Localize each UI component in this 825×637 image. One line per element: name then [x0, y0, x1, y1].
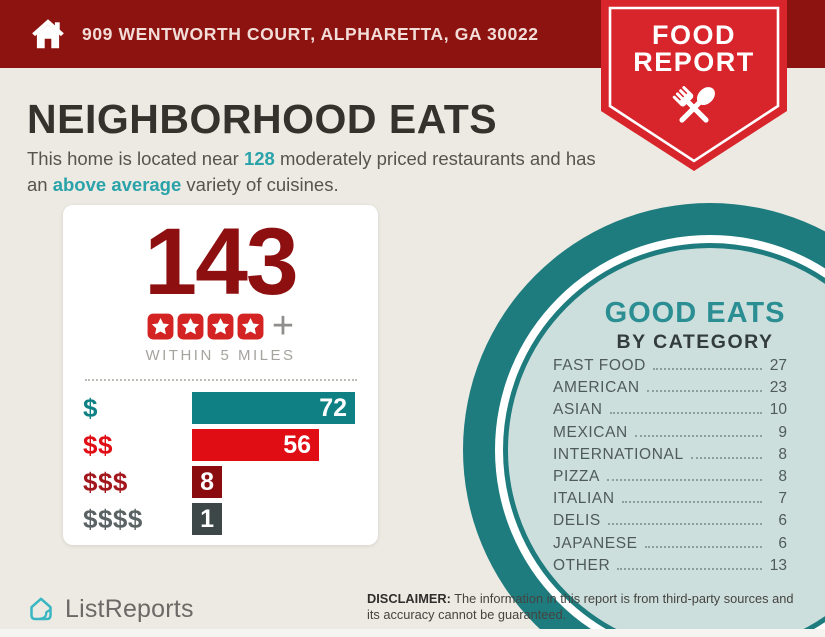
dotted-leader — [644, 545, 762, 548]
dotted-leader — [609, 412, 762, 415]
category-row: DELIS 6 — [553, 512, 787, 534]
good-eats-heading: GOOD EATS BY CATEGORY — [545, 297, 825, 354]
good-eats-subtitle: BY CATEGORY — [616, 331, 774, 353]
listreports-brand: ListReports — [26, 594, 194, 624]
price-bar-value: 8 — [200, 467, 214, 496]
dotted-leader — [621, 501, 762, 504]
category-label: INTERNATIONAL — [553, 445, 684, 463]
price-bar: 8 — [192, 466, 222, 498]
dotted-leader — [606, 478, 762, 481]
bottom-strip — [0, 629, 825, 637]
category-label: ITALIAN — [553, 490, 615, 508]
category-value: 6 — [778, 512, 787, 530]
category-value: 27 — [769, 357, 787, 374]
category-value: 13 — [769, 556, 787, 574]
price-tier-label: $$ — [83, 429, 113, 460]
dotted-leader — [634, 434, 762, 437]
good-eats-title: GOOD EATS — [604, 297, 786, 329]
category-label: DELIS — [553, 512, 601, 530]
category-row: INTERNATIONAL 8 — [553, 446, 787, 468]
category-value: 23 — [769, 379, 787, 397]
price-bar: 1 — [192, 503, 222, 535]
dotted-leader — [646, 390, 762, 393]
ribbon-shape — [601, 0, 787, 171]
category-label: JAPANESE — [553, 534, 638, 552]
price-bar: 56 — [192, 429, 319, 461]
category-label: AMERICAN — [553, 379, 640, 397]
category-list: FAST FOOD 27 AMERICAN 23 ASIAN 10 MEXICA… — [553, 357, 787, 579]
category-row: OTHER 13 — [553, 557, 787, 579]
category-row: AMERICAN 23 — [553, 379, 787, 401]
category-label: PIZZA — [553, 467, 600, 485]
dotted-leader — [652, 368, 762, 370]
category-row: FAST FOOD 27 — [553, 357, 787, 379]
rating-stars — [147, 313, 264, 340]
category-label: ASIAN — [553, 401, 603, 419]
listreports-house-icon — [30, 597, 52, 621]
price-tier-label: $ — [83, 392, 98, 423]
rating-row: + — [63, 305, 378, 347]
total-restaurants: 143 — [144, 209, 299, 315]
category-value: 8 — [778, 445, 787, 463]
price-bar: 72 — [192, 392, 355, 424]
category-value: 10 — [769, 401, 787, 419]
dotted-leader — [617, 567, 762, 570]
star-icon — [147, 313, 174, 340]
divider — [84, 379, 357, 381]
category-value: 8 — [778, 467, 787, 485]
category-label: OTHER — [553, 556, 611, 574]
category-value: 9 — [778, 423, 787, 441]
price-tier-label: $$$ — [83, 466, 128, 497]
category-row: PIZZA 8 — [553, 468, 787, 490]
category-label: FAST FOOD — [553, 357, 646, 374]
badge-title-line2: REPORT — [633, 47, 755, 77]
page-title: NEIGHBORHOOD EATS — [27, 96, 498, 142]
price-bars: $ 72 $$ 56 $$$ 8 $$$$ 1 — [63, 392, 378, 535]
star-icon — [237, 313, 264, 340]
category-value: 6 — [778, 534, 787, 552]
category-row: ASIAN 10 — [553, 401, 787, 423]
variety-highlight: above average — [52, 174, 182, 196]
rating-plus: + — [271, 305, 295, 347]
price-bar-value: 1 — [200, 504, 214, 533]
disclaimer: DISCLAIMER: The information in this repo… — [367, 591, 801, 624]
property-address: 909 WENTWORTH COURT, ALPHARETTA, GA 3002… — [82, 23, 539, 44]
dotted-leader — [607, 523, 762, 526]
stats-card: 143 + WITHIN 5 MILES $ 72 $$ — [63, 205, 378, 545]
price-bar-value: 72 — [319, 393, 347, 422]
crossed-spoon-fork-icon — [672, 86, 715, 123]
intro-pre: This home is located near — [27, 148, 244, 169]
disclaimer-text: The information in this report is from t… — [367, 591, 794, 623]
intro-mid: moderately priced restaurants and has an — [27, 148, 596, 196]
badge-title-line1: FOOD — [652, 20, 736, 50]
price-tier-label: $$$$ — [83, 503, 143, 534]
category-label: MEXICAN — [553, 423, 628, 441]
price-bar-row: $$$ 8 — [83, 466, 378, 498]
category-row: ITALIAN 7 — [553, 490, 787, 512]
food-report-badge: FOOD REPORT — [601, 0, 787, 174]
restaurant-count: 128 — [243, 148, 275, 169]
category-value: 7 — [778, 490, 787, 508]
price-bar-row: $ 72 — [83, 392, 378, 424]
intro-text: This home is located near 128 moderately… — [27, 146, 602, 199]
radius-caption: WITHIN 5 MILES — [145, 347, 296, 364]
dotted-leader — [690, 456, 762, 459]
brand-name: ListReports — [65, 594, 194, 623]
star-icon — [207, 313, 234, 340]
star-icon — [177, 313, 204, 340]
intro-post: variety of cuisines. — [181, 174, 339, 196]
category-row: JAPANESE 6 — [553, 535, 787, 557]
category-row: MEXICAN 9 — [553, 424, 787, 446]
price-bar-value: 56 — [283, 430, 311, 459]
price-bar-row: $$$$ 1 — [83, 503, 378, 535]
disclaimer-label: DISCLAIMER: — [367, 591, 451, 606]
price-bar-row: $$ 56 — [83, 429, 378, 461]
home-icon — [32, 19, 64, 49]
